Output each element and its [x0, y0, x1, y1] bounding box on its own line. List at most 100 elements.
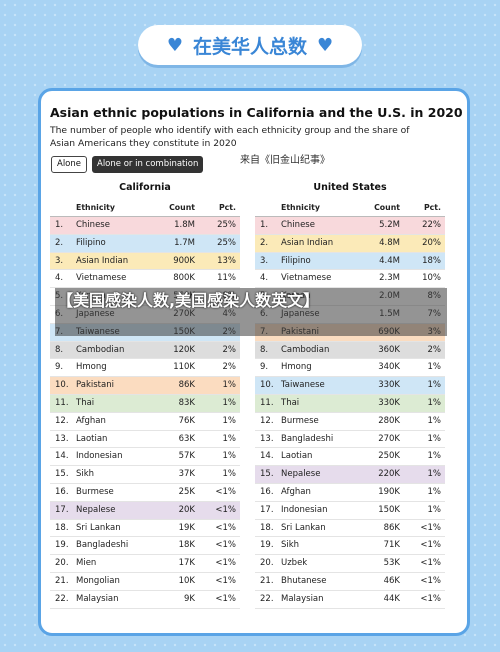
count: 9K [184, 593, 195, 604]
percent: 1% [427, 469, 442, 480]
count: 1.8M [174, 220, 195, 230]
ethnicity: Cambodian [281, 344, 330, 355]
percent: <1% [215, 593, 236, 604]
count: 71K [383, 540, 400, 551]
ethnicity: Sikh [281, 540, 300, 551]
card [38, 88, 470, 636]
ethnicity: Burmese [76, 487, 114, 497]
ethnicity: Taiwanese [281, 380, 325, 391]
percent: 20% [422, 237, 441, 248]
percent: 2% [222, 362, 237, 373]
table-row: 17. Indonesian 150K 1% [255, 502, 445, 520]
table-row: 22. Malaysian 9K <1% [50, 591, 240, 609]
ethnicity: Malaysian [281, 593, 324, 604]
column-header: Ethnicity [76, 203, 115, 212]
count: 37K [178, 469, 195, 480]
rank: 10. [55, 380, 69, 391]
rank: 11. [55, 398, 69, 408]
ethnicity: Afghan [281, 487, 311, 497]
percent: 1% [427, 415, 442, 426]
table-row: 11. Thai 330K 1% [255, 395, 445, 413]
count: 5.2M [379, 220, 400, 230]
ethnicity: Sikh [76, 469, 95, 480]
percent: 25% [217, 220, 236, 230]
ethnicity: Vietnamese [281, 273, 332, 284]
table-row: 20. Mien 17K <1% [50, 555, 240, 573]
count: 86K [383, 522, 400, 533]
table-row: 11. Thai 83K 1% [50, 395, 240, 413]
percent: 10% [422, 273, 441, 284]
rank: 15. [55, 469, 69, 480]
table-row: 13. Bangladeshi 270K 1% [255, 431, 445, 449]
table-row: 2. Filipino 1.7M 25% [50, 234, 240, 253]
count: 250K [378, 451, 400, 462]
ethnicity: Laotian [76, 433, 108, 444]
ethnicity: Hmong [281, 362, 312, 373]
table-row: 2. Asian Indian 4.8M 20% [255, 234, 445, 253]
rank: 17. [260, 504, 274, 515]
percent: <1% [215, 540, 236, 551]
rank: 8. [55, 344, 64, 355]
count: 10K [178, 576, 195, 586]
table-row: 15. Sikh 37K 1% [50, 466, 240, 484]
count: 53K [383, 558, 400, 569]
count: 46K [383, 576, 400, 586]
percent: 1% [222, 380, 237, 391]
percent: 25% [217, 237, 236, 248]
percent: 1% [222, 451, 237, 462]
percent: 1% [427, 504, 442, 515]
table-row: 20. Uzbek 53K <1% [255, 555, 445, 573]
table-row: 9. Hmong 110K 2% [50, 359, 240, 378]
rank: 13. [55, 433, 69, 444]
banner-text: 在美华人总数 [192, 35, 307, 58]
rank: 18. [260, 522, 274, 533]
rank: 14. [260, 451, 274, 462]
table-row: 14. Laotian 250K 1% [255, 448, 445, 467]
count: 270K [378, 433, 400, 444]
toggle-button[interactable]: Alone or in combination [92, 156, 204, 173]
percent: 1% [222, 398, 237, 408]
table-row: 9. Hmong 340K 1% [255, 359, 445, 378]
ethnicity: Thai [76, 398, 95, 408]
rank: 19. [55, 540, 69, 551]
table-row: 19. Bangladeshi 18K <1% [50, 537, 240, 556]
column-header: Pct. [423, 203, 441, 212]
rank: 3. [55, 255, 64, 266]
percent: 18% [422, 255, 441, 266]
rank: 22. [55, 593, 69, 604]
ethnicity: Indonesian [76, 451, 123, 462]
ethnicity: Indonesian [281, 504, 328, 515]
percent: 1% [427, 380, 442, 391]
table-row: 4. Vietnamese 2.3M 10% [255, 270, 445, 289]
rank: 12. [260, 415, 274, 426]
rank: 4. [55, 273, 64, 284]
rank: 1. [55, 220, 64, 230]
column-header: Pct. [218, 203, 236, 212]
rank: 1. [260, 220, 269, 230]
rank: 20. [260, 558, 274, 569]
table-title: United States [313, 182, 387, 193]
header-row: Ethnicity Count Pct. [50, 199, 240, 217]
ethnicity: Burmese [281, 415, 319, 426]
table-row: 10. Pakistani 86K 1% [50, 377, 240, 395]
ethnicity: Hmong [76, 362, 107, 373]
count: 330K [378, 380, 400, 391]
table-row: 1. Chinese 5.2M 22% [255, 217, 445, 235]
table-row: 8. Cambodian 120K 2% [50, 341, 240, 360]
rank: 12. [55, 415, 69, 426]
ethnicity: Sri Lankan [281, 522, 326, 533]
ethnicity: Mongolian [76, 576, 120, 586]
count: 57K [178, 451, 195, 462]
ethnicity: Chinese [76, 220, 110, 230]
count: 2.3M [379, 273, 400, 284]
count: 20K [178, 504, 195, 515]
table-row: 3. Filipino 4.4M 18% [255, 252, 445, 271]
count: 190K [378, 487, 400, 497]
count: 25K [178, 487, 195, 497]
ethnicity: Cambodian [76, 344, 125, 355]
overlay-band [55, 288, 447, 336]
heart-icon: ♥ [166, 34, 183, 56]
table-row: 14. Indonesian 57K 1% [50, 448, 240, 467]
count: 280K [378, 415, 400, 426]
toggle-button[interactable]: Alone [51, 156, 87, 173]
